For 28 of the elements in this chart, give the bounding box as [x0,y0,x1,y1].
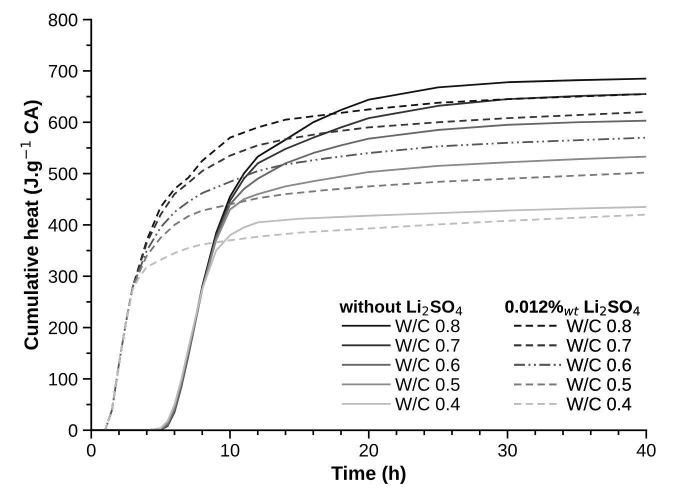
legend-label: W/C 0.7 [395,338,460,352]
y-tick-label: 400 [48,218,78,232]
legend-label: W/C 0.8 [566,318,631,332]
annotation: 0.012%$_{wt}$ Li$_{2}$SO$_{4}$ [505,300,640,316]
y-tick-label: 700 [48,64,78,78]
legend-label: W/C 0.4 [566,397,632,410]
legend-label: W/C 0.8 [395,318,460,332]
y-tick-label: 500 [48,168,78,180]
x-tick-label: 20 [360,444,378,457]
y-tick-label: 0 [68,424,78,437]
x-axis-title: Time (h) [331,466,406,484]
y-axis-title: Cumulative heat (J.g$^{−1}$ CA) [20,100,42,350]
y-tick-label: 300 [48,270,78,283]
legend-label: W/C 0.7 [566,338,631,352]
legend-label: W/C 0.6 [395,358,460,372]
x-tick-label: 0 [86,444,96,457]
y-tick-label: 600 [48,116,78,129]
legend-label: W/C 0.6 [566,358,631,372]
x-tick-label: 30 [498,444,517,457]
annotation: without Li$_{2}$SO$_{4}$ [340,300,462,316]
y-tick-label: 800 [48,14,78,26]
y-tick-label: 200 [48,322,78,334]
legend-label: W/C 0.5 [566,378,631,391]
x-tick-label: 40 [636,444,656,457]
x-tick-label: 10 [221,444,240,457]
y-tick-label: 100 [49,372,78,386]
legend-label: W/C 0.5 [395,378,460,391]
legend-label: W/C 0.4 [395,397,460,410]
